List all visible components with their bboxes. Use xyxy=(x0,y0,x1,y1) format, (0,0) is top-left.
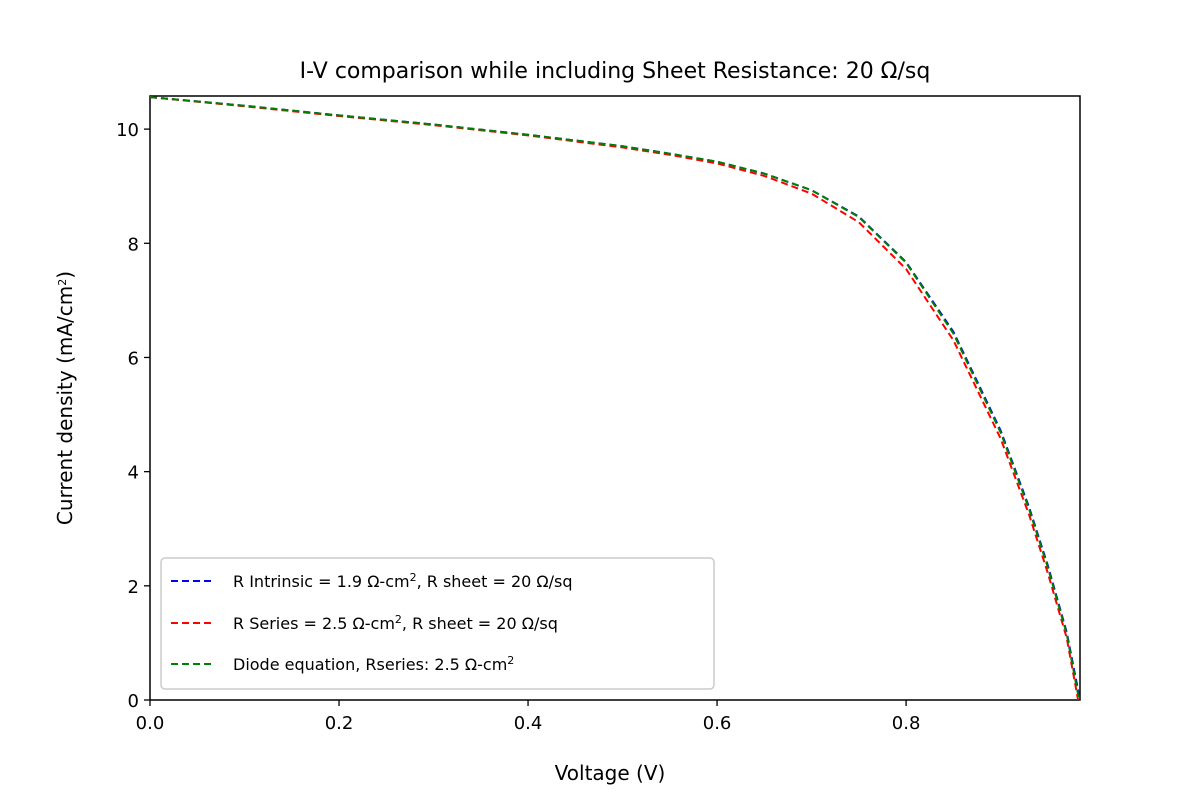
y-axis-label: Current density (mA/cm2) xyxy=(53,271,77,525)
y-tick-label: 4 xyxy=(128,463,139,484)
chart-title: I-V comparison while including Sheet Res… xyxy=(300,59,931,84)
series-layer xyxy=(149,96,1081,701)
x-tick-label: 0.2 xyxy=(325,713,354,734)
legend-label: R Intrinsic = 1.9 Ω-cm2, R sheet = 20 Ω/… xyxy=(233,571,573,592)
plot-area xyxy=(149,95,1081,701)
x-axis-label: Voltage (V) xyxy=(555,761,666,785)
legend: R Intrinsic = 1.9 Ω-cm2, R sheet = 20 Ω/… xyxy=(160,557,715,690)
y-tick-label: 8 xyxy=(128,234,139,255)
y-axis-label-sup: 2 xyxy=(56,279,69,286)
legend-label-tail: , R sheet = 20 Ω/sq xyxy=(402,614,558,633)
legend-label-sup: 2 xyxy=(410,571,417,584)
y-axis-ticks: 0 2 4 6 8 10 xyxy=(116,120,150,712)
y-tick-label: 0 xyxy=(128,691,139,712)
y-axis-label-main: Current density (mA/cm xyxy=(53,286,77,525)
legend-label: R Series = 2.5 Ω-cm2, R sheet = 20 Ω/sq xyxy=(233,613,558,634)
y-tick-label: 2 xyxy=(128,577,139,598)
plot-frame xyxy=(149,95,1081,701)
y-tick-label: 6 xyxy=(128,348,139,369)
legend-label-main: R Intrinsic = 1.9 Ω-cm xyxy=(233,572,410,591)
legend-label-main: Diode equation, Rseries: 2.5 Ω-cm xyxy=(233,655,507,674)
legend-entry: R Intrinsic = 1.9 Ω-cm2, R sheet = 20 Ω/… xyxy=(171,571,573,592)
x-tick-label: 0.6 xyxy=(703,713,732,734)
legend-label-main: R Series = 2.5 Ω-cm xyxy=(233,614,395,633)
x-axis-ticks: 0.0 0.2 0.4 0.6 0.8 xyxy=(136,700,921,734)
legend-entry: R Series = 2.5 Ω-cm2, R sheet = 20 Ω/sq xyxy=(171,613,558,634)
series-line-2 xyxy=(149,96,1081,701)
legend-label: Diode equation, Rseries: 2.5 Ω-cm2 xyxy=(233,654,514,675)
legend-box xyxy=(160,557,715,690)
legend-label-tail: , R sheet = 20 Ω/sq xyxy=(417,572,573,591)
legend-entry: Diode equation, Rseries: 2.5 Ω-cm2 xyxy=(171,654,514,675)
y-tick-label: 10 xyxy=(116,120,139,141)
x-tick-label: 0.4 xyxy=(514,713,543,734)
x-tick-label: 0.8 xyxy=(892,713,921,734)
legend-label-sup: 2 xyxy=(507,654,514,667)
y-axis-label-tail: ) xyxy=(53,271,77,279)
x-tick-label: 0.0 xyxy=(136,713,165,734)
legend-label-sup: 2 xyxy=(395,613,402,626)
